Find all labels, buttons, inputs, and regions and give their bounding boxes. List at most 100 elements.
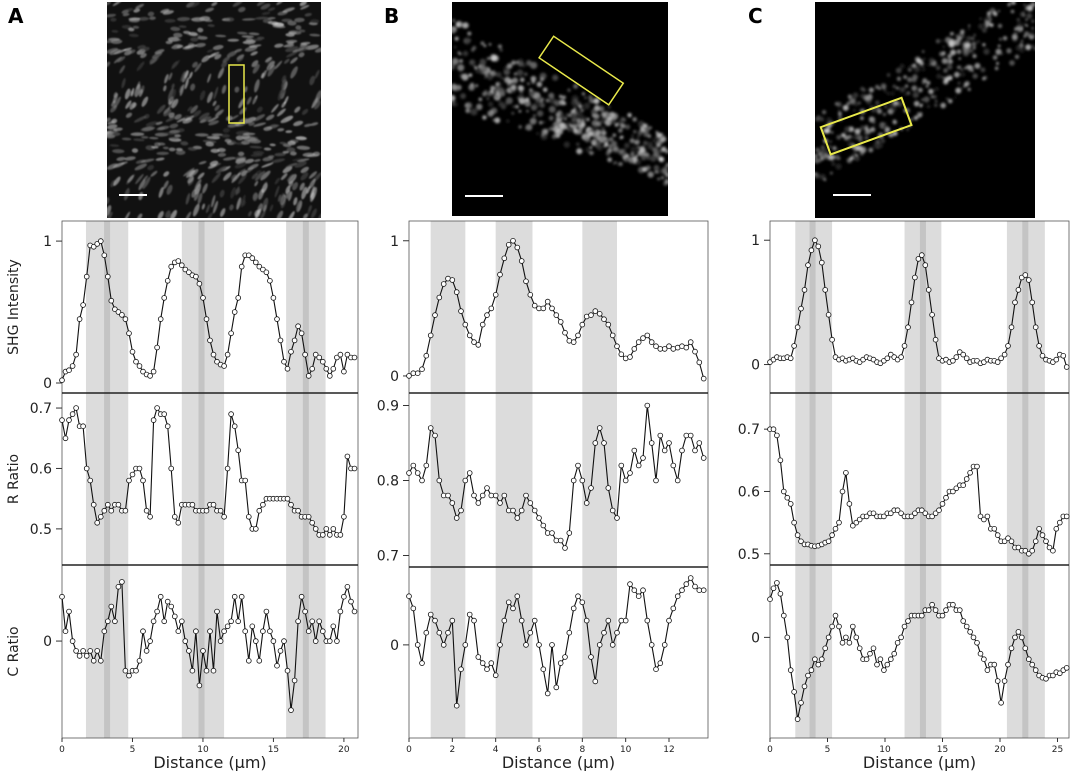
data-point-a-1-24 — [143, 507, 150, 514]
data-point-a-0-0 — [59, 377, 65, 384]
data-point-b-0-14 — [466, 332, 473, 339]
data-point-b-0-31 — [540, 305, 547, 312]
data-point-c-1-21 — [839, 488, 846, 495]
series-markers-a-0 — [59, 238, 358, 384]
micrograph-b — [452, 2, 668, 216]
data-point-b-2-64 — [683, 581, 690, 587]
data-point-b-2-1 — [410, 605, 417, 612]
panel-label-c: C — [748, 4, 763, 28]
data-point-a-2-76 — [326, 638, 333, 644]
series-markers-c-2 — [767, 580, 1070, 722]
data-point-b-2-43 — [592, 678, 599, 685]
data-point-b-2-59 — [661, 642, 668, 648]
data-point-b-1-65 — [687, 432, 694, 439]
data-point-a-2-33 — [175, 628, 182, 634]
data-point-b-0-45 — [601, 316, 607, 323]
data-point-a-2-3 — [69, 638, 76, 644]
data-point-c-1-62 — [981, 516, 987, 523]
data-point-b-1-0 — [406, 470, 412, 476]
data-point-a-1-64 — [284, 495, 291, 502]
data-point-b-1-52 — [631, 447, 638, 454]
data-point-c-1-9 — [798, 538, 804, 545]
data-point-b-1-26 — [518, 507, 525, 514]
data-point-b-2-8 — [440, 642, 447, 648]
data-point-c-2-14 — [815, 661, 822, 668]
data-point-c-1-45 — [922, 510, 929, 517]
data-point-a-2-74 — [319, 628, 326, 634]
data-point-b-2-19 — [488, 660, 495, 666]
data-point-a-1-32 — [172, 513, 178, 520]
data-point-c-1-30 — [870, 510, 877, 517]
data-point-a-0-7 — [83, 273, 90, 280]
data-point-b-2-3 — [419, 660, 425, 666]
data-point-c-0-75 — [1026, 277, 1032, 283]
data-point-b-2-54 — [640, 587, 646, 593]
data-point-a-0-57 — [260, 266, 266, 273]
data-point-b-2-7 — [436, 629, 443, 636]
data-point-a-0-22 — [136, 363, 143, 369]
data-point-c-2-63 — [984, 667, 991, 673]
data-point-a-0-67 — [295, 323, 301, 330]
data-point-a-0-50 — [235, 295, 242, 301]
data-point-a-2-10 — [94, 648, 100, 654]
data-point-c-1-42 — [912, 510, 918, 517]
data-point-c-1-50 — [939, 501, 946, 507]
data-point-c-1-20 — [836, 519, 842, 526]
data-point-a-2-15 — [112, 618, 118, 625]
data-point-c-1-37 — [894, 507, 901, 514]
data-point-c-0-14 — [815, 243, 822, 250]
data-point-c-2-59 — [970, 634, 977, 641]
data-point-b-2-56 — [648, 642, 655, 648]
data-point-c-0-48 — [932, 336, 939, 343]
xtick-label-c-3: 15 — [937, 745, 948, 755]
data-point-b-0-39 — [575, 332, 581, 339]
data-point-b-2-30 — [536, 642, 542, 648]
data-point-a-1-83 — [351, 465, 358, 472]
data-point-b-1-20 — [492, 492, 499, 499]
data-point-c-2-53 — [950, 601, 956, 608]
data-point-b-1-18 — [484, 485, 490, 491]
data-point-c-2-84 — [1057, 670, 1063, 677]
data-point-a-2-69 — [302, 608, 308, 615]
data-point-c-1-26 — [856, 516, 863, 523]
data-point-b-2-36 — [562, 654, 568, 660]
data-point-b-0-38 — [570, 339, 577, 345]
data-point-a-0-13 — [105, 273, 111, 280]
data-point-a-0-33 — [175, 258, 182, 264]
data-point-a-1-47 — [224, 465, 231, 472]
data-point-c-0-67 — [998, 355, 1004, 362]
plot-frame-a — [61, 220, 359, 739]
data-point-b-1-13 — [462, 477, 469, 484]
data-point-a-2-51 — [238, 593, 245, 600]
data-point-a-0-6 — [80, 302, 86, 308]
ylabel-a-2: C Ratio — [6, 626, 22, 676]
data-point-c-1-57 — [963, 476, 970, 482]
ytick-label-a-1-0: 0.5 — [30, 522, 52, 538]
data-point-b-1-41 — [583, 500, 590, 506]
data-point-b-2-2 — [414, 642, 421, 648]
ytick-label-b-0-0: 0 — [390, 369, 399, 385]
data-point-c-1-35 — [887, 510, 894, 517]
data-point-b-1-11 — [453, 515, 460, 521]
xtick-label-a-2: 10 — [197, 745, 209, 755]
data-point-b-0-32 — [544, 298, 551, 305]
ytick-label-a-1-1: 0.6 — [30, 461, 52, 477]
data-point-b-1-66 — [692, 447, 698, 454]
data-point-c-2-71 — [1012, 634, 1018, 641]
panel-label-b: B — [384, 4, 400, 28]
data-point-c-1-78 — [1036, 525, 1042, 532]
data-point-b-0-56 — [648, 339, 655, 345]
data-point-a-0-20 — [129, 348, 136, 355]
data-point-b-0-53 — [635, 339, 642, 345]
data-point-a-0-49 — [231, 309, 238, 315]
ytick-label-c-1-2: 0.7 — [738, 422, 760, 438]
data-point-a-2-57 — [260, 628, 266, 634]
data-point-b-1-2 — [414, 470, 421, 476]
data-point-a-0-66 — [291, 337, 298, 344]
data-point-c-2-35 — [887, 656, 894, 662]
data-point-b-2-52 — [631, 587, 638, 593]
data-point-a-0-4 — [73, 351, 79, 358]
data-point-c-1-25 — [853, 519, 860, 526]
data-point-a-2-18 — [122, 667, 129, 674]
data-point-c-2-33 — [881, 667, 887, 673]
